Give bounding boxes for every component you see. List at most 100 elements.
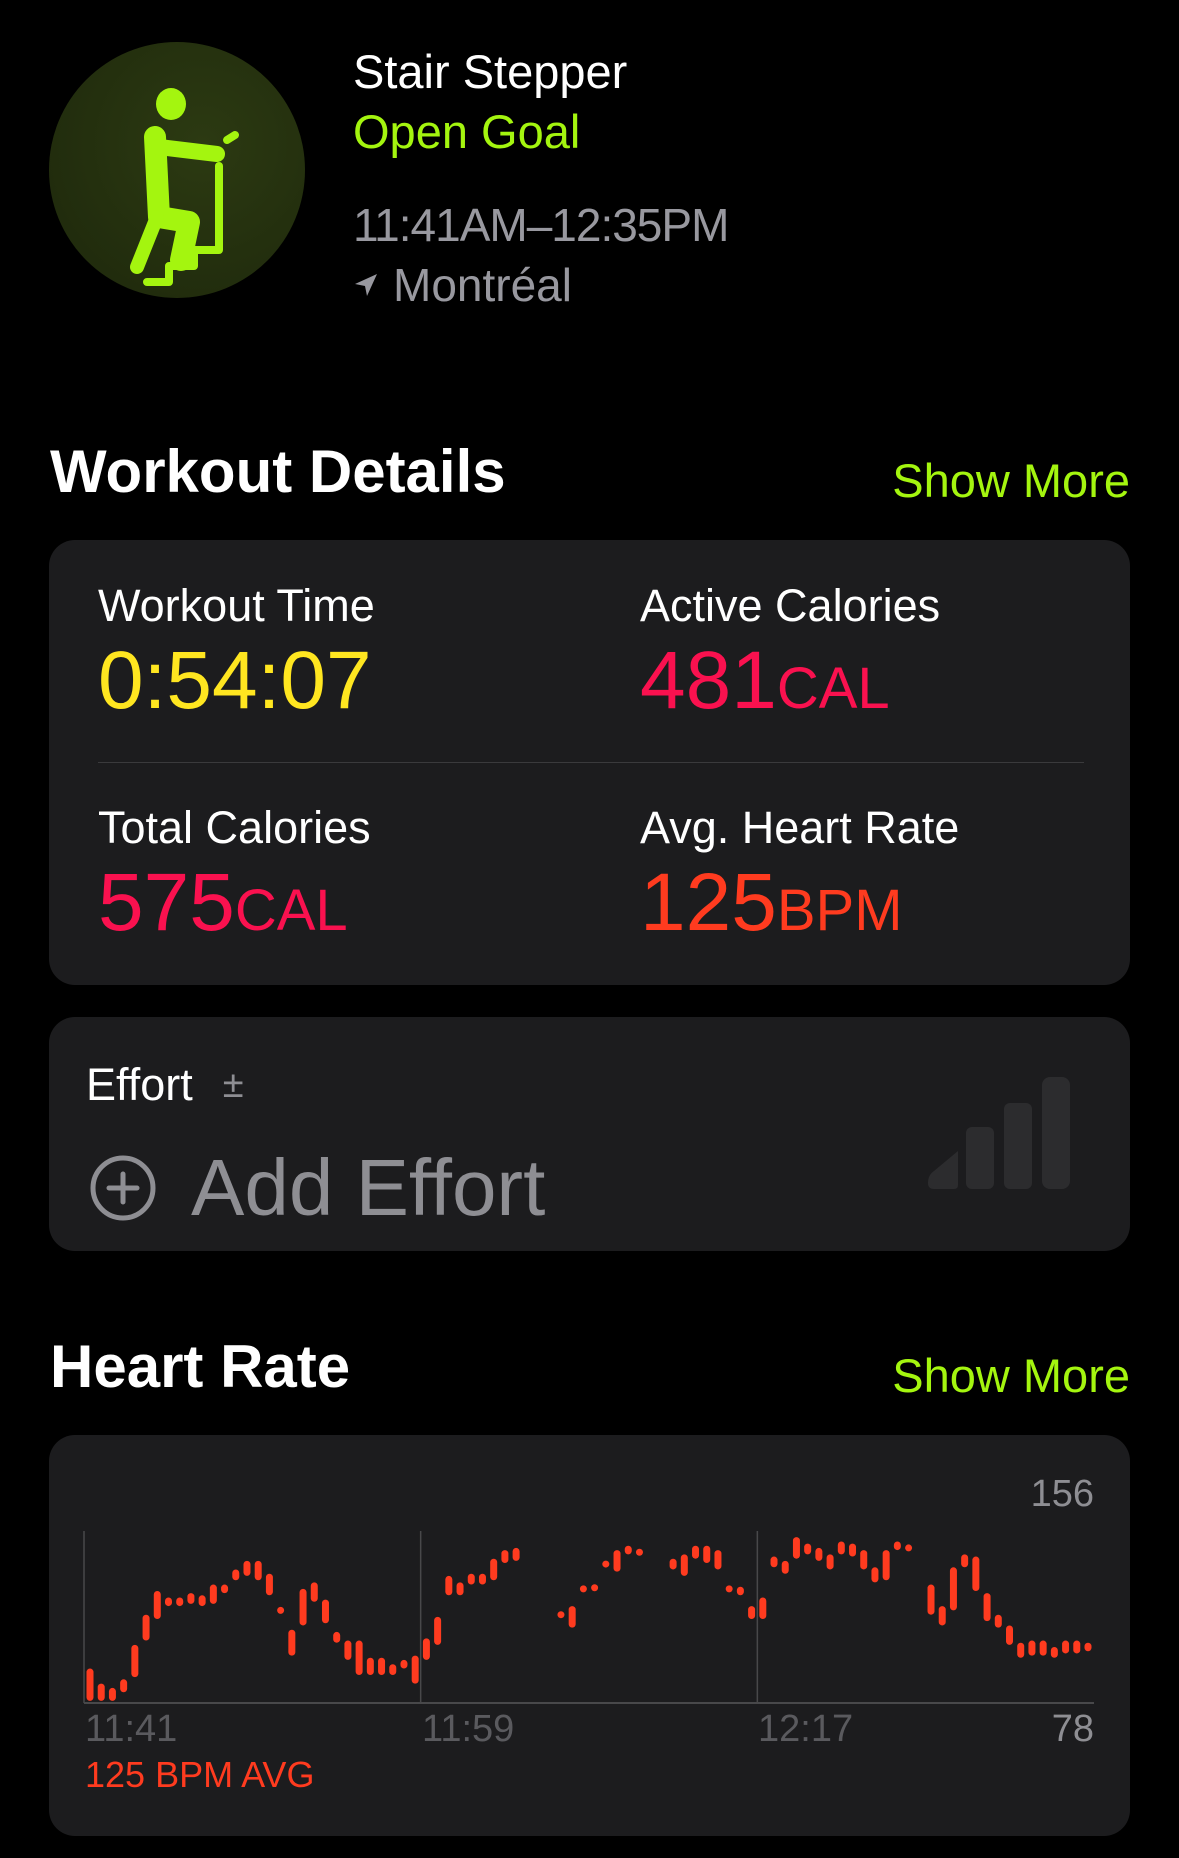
metric-total-calories: Total Calories 575CAL	[98, 802, 371, 950]
metric-label: Active Calories	[640, 580, 941, 631]
metric-value: 125BPM	[640, 856, 959, 950]
workout-details-heading: Workout Details	[50, 438, 506, 505]
heart-rate-bar	[994, 1614, 1002, 1628]
effort-header: Effort ±	[86, 1059, 244, 1111]
heart-rate-bar	[221, 1584, 229, 1594]
heart-rate-bar	[142, 1614, 150, 1641]
heart-rate-bar	[905, 1544, 913, 1552]
heart-rate-bar	[938, 1606, 946, 1626]
heart-rate-bar	[153, 1591, 161, 1619]
heart-rate-bar	[882, 1550, 890, 1581]
x-tick-label: 11:41	[85, 1708, 177, 1750]
heart-rate-bar	[579, 1585, 587, 1593]
heart-rate-bar	[1039, 1640, 1047, 1656]
heart-rate-bar	[378, 1657, 386, 1675]
activity-icon-badge	[49, 42, 305, 298]
heart-rate-bar	[826, 1554, 834, 1570]
heart-rate-bar	[635, 1548, 643, 1556]
heart-rate-bar	[254, 1560, 262, 1581]
heart-rate-bar	[1028, 1640, 1036, 1656]
heart-rate-bar	[456, 1582, 464, 1596]
heart-rate-bar	[680, 1554, 688, 1576]
heart-rate-bar	[310, 1582, 318, 1602]
heart-rate-chart: 156 78 11:41 11:59 12:17 125 BPM AVG	[83, 1473, 1094, 1795]
metric-unit: CAL	[234, 878, 348, 943]
metric-number: 125	[640, 857, 777, 948]
x-tick-label: 12:17	[758, 1708, 853, 1750]
heart-rate-bar	[209, 1584, 217, 1604]
plus-minus-icon[interactable]: ±	[222, 1063, 244, 1106]
heart-rate-bar	[389, 1664, 397, 1675]
workout-location: Montréal	[353, 258, 572, 312]
heart-rate-bar	[792, 1537, 800, 1559]
heart-rate-bar	[624, 1545, 632, 1555]
heart-rate-bar	[1084, 1642, 1092, 1652]
x-tick-label: 11:59	[422, 1708, 514, 1750]
metric-value: 575CAL	[98, 856, 371, 950]
workout-title: Stair Stepper	[353, 45, 628, 98]
heart-rate-bar	[1062, 1640, 1070, 1654]
workout-time-range: 11:41AM–12:35PM	[353, 199, 729, 251]
heart-rate-bar	[187, 1593, 195, 1604]
heart-rate-bar	[299, 1588, 307, 1626]
heart-rate-bar	[478, 1573, 486, 1585]
heart-rate-bar	[355, 1640, 363, 1675]
metric-unit: BPM	[776, 878, 903, 943]
heart-rate-bar	[120, 1679, 128, 1693]
heart-rate-bar	[265, 1573, 273, 1596]
metric-avg-heart-rate: Avg. Heart Rate 125BPM	[640, 802, 959, 950]
metric-active-calories: Active Calories 481CAL	[640, 580, 940, 728]
metric-number: 575	[98, 857, 235, 948]
heart-rate-bar	[1017, 1642, 1025, 1658]
heart-rate-bar	[176, 1597, 184, 1607]
heart-rate-heading: Heart Rate	[50, 1333, 351, 1400]
workout-details-show-more[interactable]: Show More	[892, 454, 1130, 507]
heart-rate-bar	[232, 1569, 240, 1581]
metric-number: 481	[640, 635, 777, 726]
heart-rate-bar	[557, 1611, 565, 1619]
metric-label: Workout Time	[98, 580, 375, 631]
heart-rate-bar	[288, 1629, 296, 1656]
metric-value: 481CAL	[640, 634, 940, 728]
add-effort-button[interactable]: Add Effort	[89, 1142, 545, 1234]
heart-rate-bar	[164, 1597, 172, 1607]
heart-rate-bar	[815, 1547, 823, 1561]
y-min-label: 78	[1052, 1708, 1094, 1750]
heart-rate-show-more[interactable]: Show More	[892, 1349, 1130, 1402]
location-arrow-icon	[355, 274, 377, 296]
plus-circle-icon	[90, 1155, 156, 1221]
heart-rate-bar	[781, 1560, 789, 1574]
heart-rate-bar	[972, 1556, 980, 1591]
heart-rate-bar	[277, 1606, 285, 1614]
heart-rate-bar	[736, 1586, 744, 1596]
heart-rate-bar	[321, 1599, 329, 1624]
workout-details-card: Workout Time 0:54:07 Active Calories 481…	[49, 540, 1130, 985]
effort-level-icon	[928, 1077, 1070, 1189]
heart-rate-bar	[467, 1573, 475, 1585]
heart-rate-bar	[613, 1550, 621, 1572]
y-max-label: 156	[1031, 1473, 1094, 1515]
heart-rate-bar	[927, 1584, 935, 1615]
heart-rate-bar	[243, 1560, 251, 1576]
heart-rate-card[interactable]: 156 78 11:41 11:59 12:17 125 BPM AVG	[49, 1435, 1130, 1836]
heart-rate-bar	[445, 1575, 453, 1596]
heart-rate-bar	[961, 1554, 969, 1568]
avg-bpm-label: 125 BPM AVG	[85, 1754, 314, 1795]
location-name: Montréal	[393, 259, 572, 311]
heart-rate-bar	[108, 1687, 116, 1701]
heart-rate-bar	[512, 1547, 520, 1561]
heart-rate-bar	[748, 1606, 756, 1619]
heart-rate-bar	[703, 1545, 711, 1563]
heart-rate-bar	[366, 1657, 374, 1675]
heart-rate-bar	[86, 1668, 94, 1701]
heart-rate-bar	[333, 1631, 341, 1643]
heart-rate-bar	[131, 1644, 139, 1678]
heart-rate-bar	[1050, 1647, 1058, 1658]
heart-rate-bar	[804, 1543, 812, 1555]
divider	[98, 762, 1084, 763]
heart-rate-bar	[714, 1550, 722, 1570]
heart-rate-bar	[849, 1543, 857, 1557]
heart-rate-bar	[400, 1659, 408, 1669]
heart-rate-bar	[490, 1558, 498, 1581]
effort-card[interactable]: Effort ± Add Effort	[49, 1017, 1130, 1251]
